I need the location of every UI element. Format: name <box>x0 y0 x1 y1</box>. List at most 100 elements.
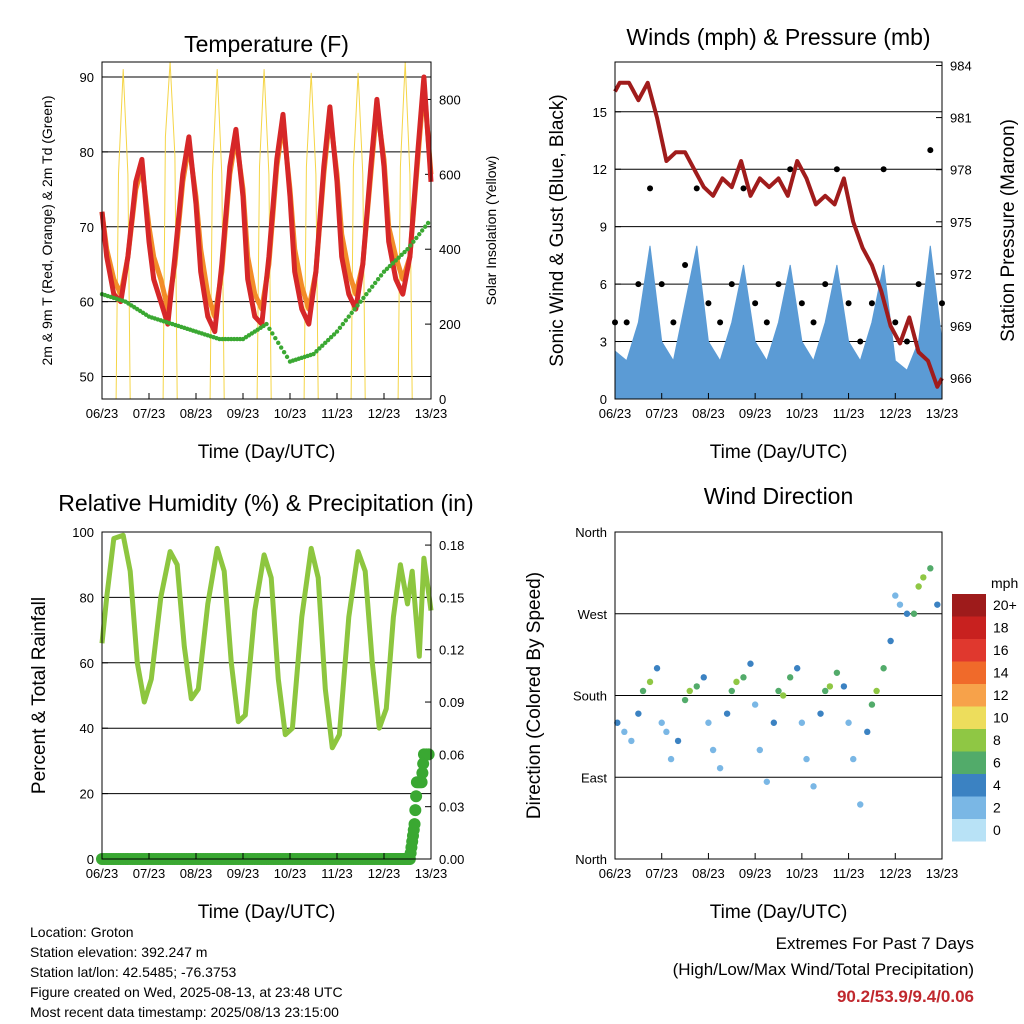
y-tick-label: 6 <box>600 277 607 292</box>
legend-swatch <box>952 594 986 617</box>
direction-point <box>880 665 887 672</box>
x-axis-label: Time (Day/UTC) <box>198 902 336 923</box>
rainfall-point <box>417 757 430 770</box>
dewpoint-point <box>399 252 404 258</box>
direction-point <box>763 778 771 785</box>
y-axis-label: Sonic Wind & Gust (Blue, Black) <box>547 94 568 366</box>
y2-tick-label: 972 <box>950 267 972 282</box>
direction-point <box>840 683 848 690</box>
plot-frame-2 <box>614 61 943 400</box>
chart-title: Winds (mph) & Pressure (mb) <box>626 24 930 50</box>
dewpoint-point <box>331 332 337 337</box>
dewpoint-point <box>273 335 278 341</box>
gust-point <box>682 261 689 268</box>
dewpoint-point <box>384 266 390 272</box>
direction-point <box>639 687 647 695</box>
y2-tick-label: 0.12 <box>439 643 464 658</box>
x-tick-label: 11/23 <box>833 406 865 421</box>
dewpoint-point <box>325 337 331 343</box>
direction-point <box>747 660 754 667</box>
y-axis-label: 2m & 9m T (Red, Orange) & 2m Td (Green) <box>39 96 55 366</box>
direction-point <box>826 683 834 690</box>
y2-tick-label: 400 <box>439 242 461 257</box>
dewpoint-point <box>417 232 422 237</box>
direction-point <box>733 678 740 686</box>
y-tick-label: 90 <box>80 70 94 85</box>
extremes-subtitle: (High/Low/Max Wind/Total Precipitation) <box>672 960 974 979</box>
chart-title: Wind Direction <box>704 483 854 509</box>
legend-label: 20+ <box>993 597 1017 613</box>
y-tick-label: 9 <box>600 220 607 235</box>
gust-point <box>647 185 654 192</box>
gust-point <box>623 319 630 326</box>
series-gust <box>612 147 945 345</box>
y-tick-label: West <box>578 607 608 622</box>
y-axis-label: Direction (Colored By Speed) <box>524 572 545 819</box>
x-tick-label: 06/23 <box>86 866 119 881</box>
x-tick-label: 09/23 <box>739 406 772 421</box>
y-tick-label: 0 <box>600 392 607 407</box>
gust-point <box>822 281 829 288</box>
gust-point <box>798 300 805 307</box>
y-tick-label: 100 <box>72 525 94 540</box>
x-axis-label: Time (Day/UTC) <box>198 442 336 463</box>
x-tick-label: 07/23 <box>645 866 678 881</box>
dewpoint-point <box>323 340 328 346</box>
dewpoint-point <box>393 258 398 263</box>
gust-point <box>903 338 910 345</box>
x-tick-label: 09/23 <box>739 866 772 881</box>
location-text: Location: Groton <box>30 924 134 940</box>
x-tick-label: 07/23 <box>133 866 166 881</box>
legend-swatch <box>952 729 986 752</box>
legend-swatch <box>952 796 986 819</box>
direction-point <box>614 719 621 726</box>
legend-swatch <box>952 751 986 774</box>
gust-point <box>752 300 759 307</box>
direction-point <box>857 801 864 808</box>
y2-tick-label: 981 <box>950 111 972 126</box>
x-tick-label: 06/23 <box>86 406 119 421</box>
extremes-values: 90.2/53.9/9.4/0.06 <box>836 987 974 1006</box>
y2-tick-label: 0.18 <box>439 538 464 553</box>
dewpoint-point <box>390 261 396 266</box>
direction-point <box>667 755 675 763</box>
x-axis-label: Time (Day/UTC) <box>710 442 848 463</box>
dewpoint-point <box>284 354 290 360</box>
legend-title: mph <box>991 575 1018 591</box>
y2-tick-label: 966 <box>950 371 972 386</box>
direction-point <box>770 719 778 726</box>
legend-label: 18 <box>993 620 1009 636</box>
y2-tick-label: 0 <box>439 392 446 407</box>
dewpoint-point <box>343 318 349 323</box>
y2-tick-label: 600 <box>439 167 461 182</box>
series-2m-dewpoint <box>99 220 431 364</box>
y-tick-label: 15 <box>593 105 607 120</box>
x-tick-label: 12/23 <box>368 406 401 421</box>
dewpoint-point <box>402 249 407 255</box>
dewpoint-point <box>381 269 387 274</box>
gust-point <box>728 281 735 288</box>
dewpoint-point <box>337 325 343 331</box>
y2-tick-label: 978 <box>950 163 972 178</box>
direction-point <box>705 719 712 726</box>
dewpoint-point <box>405 247 410 252</box>
direction-point <box>663 728 670 736</box>
direction-point <box>786 674 794 681</box>
dewpoint-point <box>425 220 431 226</box>
y-tick-label: 20 <box>80 787 94 802</box>
series-2m-temperature <box>99 74 434 335</box>
legend-swatch <box>952 639 986 662</box>
plot-frame-1 <box>101 61 432 400</box>
dewpoint-point <box>334 329 340 334</box>
gust-point <box>670 319 677 326</box>
y2-axis-label: Station Pressure (Maroon) <box>998 119 1019 342</box>
dewpoint-point <box>276 340 281 346</box>
x-tick-label: 06/23 <box>599 866 632 881</box>
legend-swatch <box>952 661 986 684</box>
dewpoint-point <box>278 345 284 350</box>
plot-frame-3 <box>101 531 432 860</box>
x-tick-label: 08/23 <box>180 406 213 421</box>
dewpoint-point <box>320 343 325 348</box>
direction-point <box>779 692 787 699</box>
